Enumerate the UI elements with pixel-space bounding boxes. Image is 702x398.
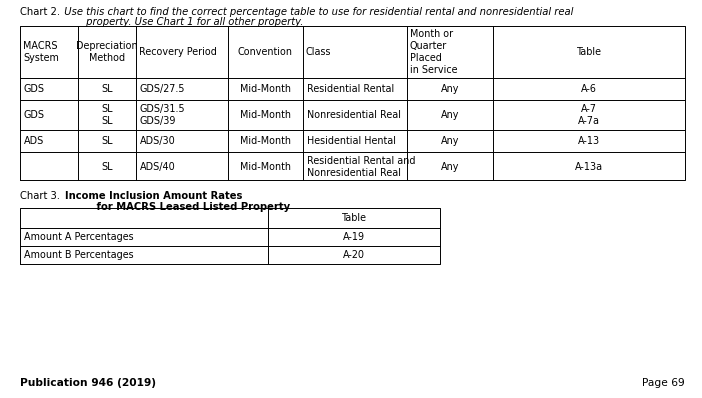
Text: Table: Table xyxy=(341,213,366,223)
Text: Mid-Month: Mid-Month xyxy=(240,84,291,94)
Text: A-7
A-7a: A-7 A-7a xyxy=(578,104,600,126)
Text: A-19: A-19 xyxy=(343,232,365,242)
Text: Class: Class xyxy=(306,47,331,57)
Text: Any: Any xyxy=(441,162,459,172)
Text: Table: Table xyxy=(576,47,602,57)
Text: Recovery Period: Recovery Period xyxy=(139,47,217,57)
Text: for MACRS Leased Listed Property: for MACRS Leased Listed Property xyxy=(58,202,290,212)
Text: Any: Any xyxy=(441,110,459,120)
Text: Use this chart to find the correct percentage table to use for residential renta: Use this chart to find the correct perce… xyxy=(58,7,574,17)
Text: Chart 3.: Chart 3. xyxy=(20,191,60,201)
Text: Chart 2.: Chart 2. xyxy=(20,7,60,17)
Text: A-13a: A-13a xyxy=(575,162,603,172)
Text: property. Use Chart 1 for all other property.: property. Use Chart 1 for all other prop… xyxy=(58,17,303,27)
Text: A-6: A-6 xyxy=(581,84,597,94)
Text: GDS/31.5
GDS/39: GDS/31.5 GDS/39 xyxy=(140,104,185,126)
Text: SL: SL xyxy=(101,136,113,146)
Text: Mid-Month: Mid-Month xyxy=(240,162,291,172)
Text: Depreciation
Method: Depreciation Method xyxy=(77,41,138,63)
Text: Publication 946 (2019): Publication 946 (2019) xyxy=(20,378,156,388)
Text: Nonresidential Real: Nonresidential Real xyxy=(307,110,401,120)
Text: Amount B Percentages: Amount B Percentages xyxy=(24,250,133,260)
Text: Residential Rental: Residential Rental xyxy=(307,84,395,94)
Text: ADS/30: ADS/30 xyxy=(140,136,176,146)
Text: Convention: Convention xyxy=(238,47,293,57)
Text: A-20: A-20 xyxy=(343,250,365,260)
Text: GDS/27.5: GDS/27.5 xyxy=(140,84,185,94)
Text: Income Inclusion Amount Rates: Income Inclusion Amount Rates xyxy=(58,191,242,201)
Text: Page 69: Page 69 xyxy=(642,378,685,388)
Text: SL
SL: SL SL xyxy=(101,104,113,126)
Text: ADS: ADS xyxy=(24,136,44,146)
Text: Any: Any xyxy=(441,84,459,94)
Text: Mid-Month: Mid-Month xyxy=(240,110,291,120)
Text: Amount A Percentages: Amount A Percentages xyxy=(24,232,133,242)
Text: Hesidential Hental: Hesidential Hental xyxy=(307,136,396,146)
Text: GDS: GDS xyxy=(24,84,45,94)
Text: A-13: A-13 xyxy=(578,136,600,146)
Text: Month or
Quarter
Placed
in Service: Month or Quarter Placed in Service xyxy=(410,29,458,75)
Text: ADS/40: ADS/40 xyxy=(140,162,176,172)
Text: Any: Any xyxy=(441,136,459,146)
Text: Residential Rental and
Nonresidential Real: Residential Rental and Nonresidential Re… xyxy=(307,156,416,178)
Text: Mid-Month: Mid-Month xyxy=(240,136,291,146)
Text: SL: SL xyxy=(101,162,113,172)
Text: MACRS
System: MACRS System xyxy=(23,41,59,63)
Text: GDS: GDS xyxy=(24,110,45,120)
Text: SL: SL xyxy=(101,84,113,94)
